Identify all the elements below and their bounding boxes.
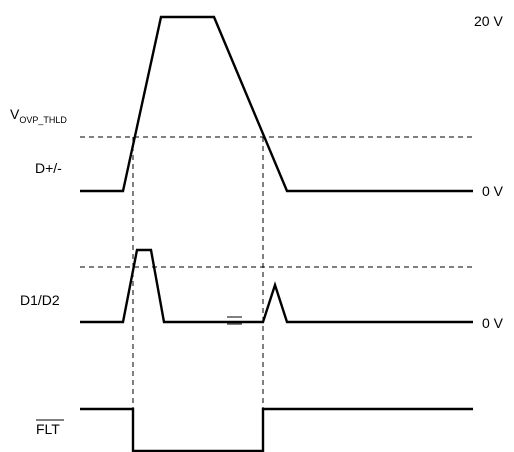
d1d2-waveform: [80, 248, 473, 324]
d1d2-label: D1/D2: [20, 292, 60, 308]
dplusminus-zero-volt-label: 0 V: [482, 183, 504, 199]
vovp-main-text: V: [10, 106, 20, 122]
voltage-20v-label: 20 V: [474, 13, 503, 29]
dplusminus-label: D+/-: [35, 160, 62, 176]
vovp-threshold-label: VOVP_THLD: [10, 106, 67, 125]
dplusminus-waveform: [80, 15, 473, 193]
vovp-subscript-text: OVP_THLD: [19, 115, 67, 125]
flt-waveform: [80, 407, 473, 452]
flt-label: FLT: [36, 421, 60, 437]
d1d2-zero-volt-label: 0 V: [482, 315, 504, 331]
